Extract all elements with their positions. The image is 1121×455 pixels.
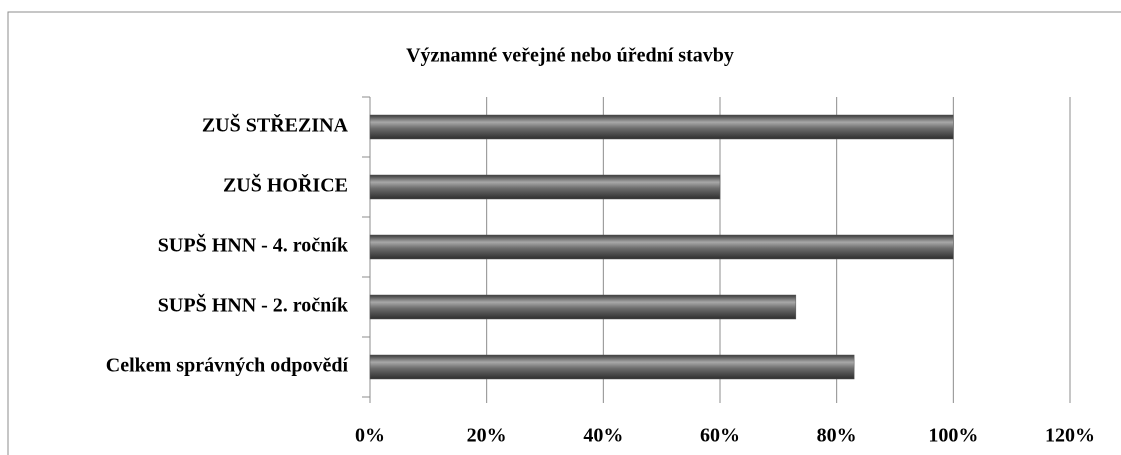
x-tick-label: 80% bbox=[817, 425, 857, 447]
bar bbox=[369, 354, 855, 380]
x-tick-label: 0% bbox=[355, 425, 385, 447]
bar bbox=[369, 234, 954, 260]
bar bbox=[369, 174, 721, 200]
chart-title: Významné veřejné nebo úřední stavby bbox=[406, 45, 734, 67]
x-tick-label: 40% bbox=[583, 425, 623, 447]
x-tick-label: 120% bbox=[1045, 425, 1095, 447]
y-tick-label: Celkem správných odpovědí bbox=[106, 355, 349, 377]
x-tick-label: 20% bbox=[467, 425, 507, 447]
x-tick-label: 100% bbox=[928, 425, 978, 447]
y-tick-label: ZUŠ STŘEZINA bbox=[202, 113, 349, 137]
y-tick-label: SUPŠ HNN - 2. ročník bbox=[158, 293, 349, 317]
x-tick-label: 60% bbox=[700, 425, 740, 447]
bar bbox=[369, 294, 797, 320]
y-tick-label: SUPŠ HNN - 4. ročník bbox=[158, 233, 349, 257]
chart-border bbox=[7, 11, 1121, 455]
y-tick-label: ZUŠ HOŘICE bbox=[223, 173, 348, 197]
bar bbox=[369, 114, 954, 140]
